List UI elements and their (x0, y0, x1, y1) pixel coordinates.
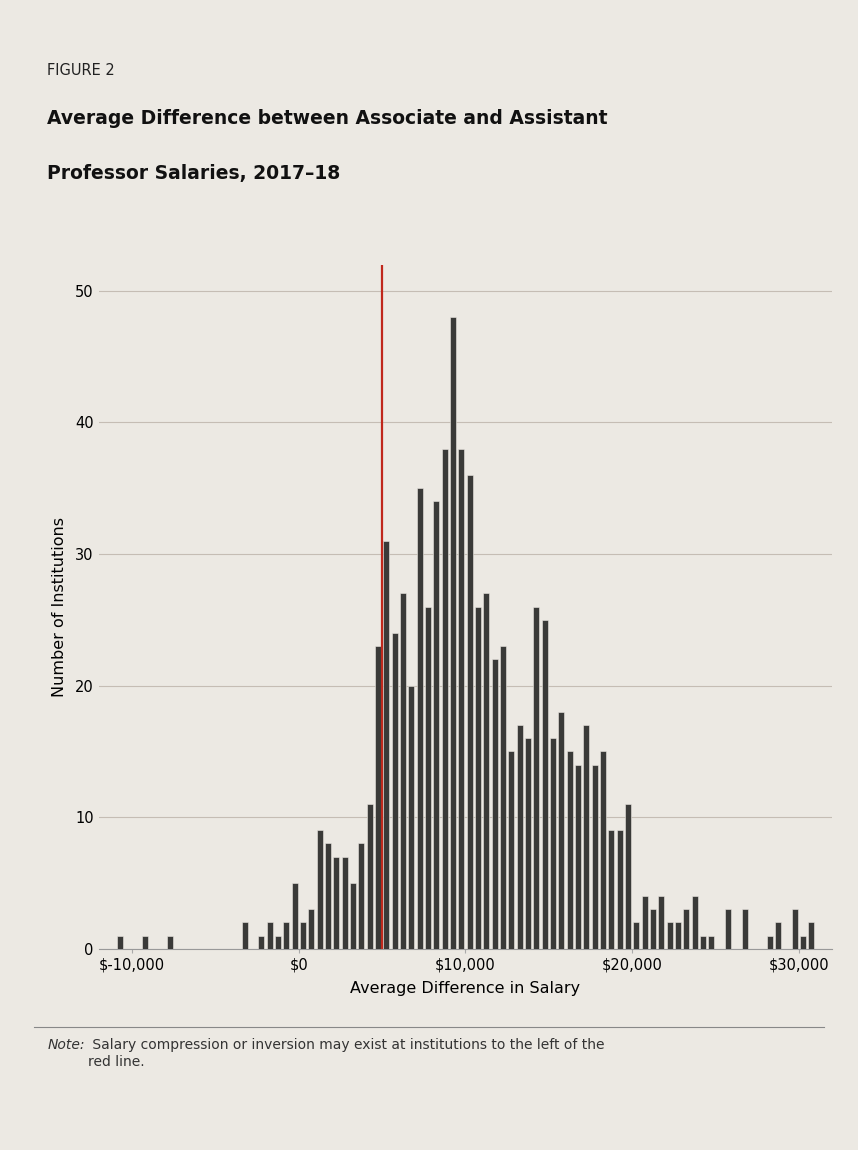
Bar (350, 883, 356, 949)
Bar (142, 936, 148, 949)
Bar (117, 936, 123, 949)
Y-axis label: Number of Institutions: Number of Institutions (51, 516, 67, 697)
Bar (425, 607, 431, 949)
Bar (467, 475, 473, 949)
Bar (517, 724, 523, 949)
Bar (450, 317, 456, 949)
Bar (658, 896, 664, 949)
Bar (709, 936, 715, 949)
Bar (541, 620, 547, 949)
Bar (550, 738, 556, 949)
Bar (325, 843, 331, 949)
Bar (333, 857, 339, 949)
Bar (400, 593, 406, 949)
Bar (633, 922, 639, 949)
Bar (767, 936, 773, 949)
Bar (483, 593, 489, 949)
Bar (317, 830, 323, 949)
Bar (667, 922, 673, 949)
Bar (675, 922, 681, 949)
Bar (741, 910, 747, 949)
Bar (508, 751, 514, 949)
Bar (292, 883, 298, 949)
Bar (417, 489, 423, 949)
Bar (408, 685, 414, 949)
Bar (391, 632, 397, 949)
Bar (475, 607, 481, 949)
Bar (258, 936, 264, 949)
Bar (375, 646, 381, 949)
Bar (808, 922, 814, 949)
Bar (359, 843, 365, 949)
Bar (433, 501, 439, 949)
Bar (608, 830, 614, 949)
Bar (366, 804, 372, 949)
X-axis label: Average Difference in Salary: Average Difference in Salary (350, 981, 581, 996)
Bar (458, 448, 464, 949)
Bar (275, 936, 281, 949)
Bar (650, 910, 656, 949)
Bar (642, 896, 648, 949)
Bar (625, 804, 631, 949)
Bar (166, 936, 172, 949)
Bar (692, 896, 698, 949)
Bar (592, 765, 598, 949)
Bar (792, 910, 798, 949)
Bar (700, 936, 706, 949)
Bar (566, 751, 572, 949)
Bar (617, 830, 623, 949)
Bar (525, 738, 531, 949)
Bar (725, 910, 731, 949)
Bar (384, 540, 390, 949)
Bar (583, 724, 589, 949)
Text: FIGURE 2: FIGURE 2 (47, 63, 115, 78)
Bar (300, 922, 306, 949)
Bar (559, 712, 565, 949)
Bar (683, 910, 689, 949)
Bar (341, 857, 347, 949)
Bar (308, 910, 314, 949)
Bar (600, 751, 606, 949)
Bar (575, 765, 581, 949)
Bar (534, 607, 540, 949)
Bar (242, 922, 248, 949)
Bar (283, 922, 289, 949)
Bar (267, 922, 273, 949)
Bar (775, 922, 781, 949)
Text: Average Difference between Associate and Assistant: Average Difference between Associate and… (47, 109, 607, 129)
Bar (800, 936, 806, 949)
Bar (492, 659, 498, 949)
Bar (500, 646, 506, 949)
Text: Note:: Note: (47, 1038, 85, 1052)
Text: Salary compression or inversion may exist at institutions to the left of the
red: Salary compression or inversion may exis… (88, 1038, 605, 1068)
Bar (442, 448, 448, 949)
Text: Professor Salaries, 2017–18: Professor Salaries, 2017–18 (47, 164, 341, 184)
